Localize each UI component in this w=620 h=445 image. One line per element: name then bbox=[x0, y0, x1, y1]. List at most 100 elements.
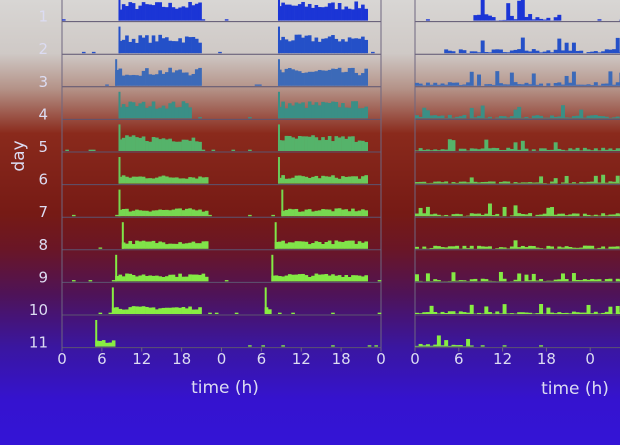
activity-bar bbox=[118, 274, 123, 282]
activity-bar bbox=[344, 176, 349, 184]
activity-bar bbox=[484, 117, 489, 119]
activity-bar bbox=[561, 84, 565, 86]
activity-bar bbox=[451, 51, 456, 54]
activity-bar bbox=[539, 248, 544, 249]
activity-bar bbox=[125, 106, 129, 119]
activity-bar bbox=[307, 209, 312, 217]
activity-bar bbox=[520, 214, 525, 217]
activity-bar bbox=[498, 181, 503, 184]
activity-bar bbox=[331, 274, 335, 282]
activity-bar bbox=[141, 240, 146, 249]
activity-bar bbox=[517, 84, 522, 86]
activity-bar bbox=[188, 1, 192, 21]
activity-bar bbox=[361, 140, 365, 151]
activity-bar bbox=[444, 49, 449, 54]
activity-bar bbox=[307, 136, 312, 151]
day-row-2 bbox=[81, 26, 375, 54]
activity-bar bbox=[171, 307, 176, 314]
activity-bar bbox=[575, 247, 580, 249]
activity-bar bbox=[535, 115, 540, 119]
activity-bar bbox=[354, 38, 359, 54]
activity-bar bbox=[188, 208, 192, 217]
day-label: 3 bbox=[38, 73, 48, 91]
activity-bar bbox=[324, 274, 329, 282]
activity-bar bbox=[168, 243, 172, 249]
activity-bar bbox=[284, 68, 289, 86]
activity-bar bbox=[284, 178, 289, 184]
activity-bar bbox=[201, 241, 206, 249]
activity-bar bbox=[557, 38, 562, 54]
activity-bar bbox=[287, 135, 292, 151]
activity-bar bbox=[248, 214, 252, 217]
activity-bar bbox=[561, 149, 565, 151]
activity-bar bbox=[344, 41, 349, 54]
activity-bar bbox=[604, 279, 609, 282]
day-row-7 bbox=[415, 203, 620, 217]
onset-bar bbox=[277, 0, 280, 21]
activity-bar bbox=[364, 8, 369, 21]
activity-bar bbox=[436, 246, 441, 249]
activity-bar bbox=[201, 149, 206, 151]
activity-bar bbox=[615, 278, 620, 282]
activity-bar bbox=[158, 276, 162, 282]
activity-bar bbox=[590, 313, 595, 314]
activity-bar bbox=[477, 182, 481, 184]
activity-bar bbox=[539, 52, 544, 54]
activity-bar bbox=[458, 214, 463, 217]
activity-bar bbox=[477, 149, 481, 151]
activity-bar bbox=[138, 176, 143, 184]
activity-bar bbox=[480, 148, 485, 151]
activity-bar bbox=[575, 84, 580, 86]
activity-bar bbox=[151, 5, 156, 21]
activity-bar bbox=[201, 273, 206, 282]
activity-bar bbox=[181, 42, 186, 54]
activity-bar bbox=[579, 50, 584, 54]
activity-bar bbox=[455, 116, 460, 119]
activity-bar bbox=[201, 177, 206, 184]
activity-bar bbox=[344, 240, 349, 249]
activity-bar bbox=[317, 7, 322, 21]
activity-bar bbox=[128, 240, 133, 249]
activity-bar bbox=[151, 101, 156, 119]
activity-bar bbox=[168, 67, 172, 86]
activity-bar bbox=[557, 246, 562, 249]
activity-bar bbox=[513, 49, 518, 54]
activity-bar bbox=[488, 148, 492, 151]
activity-bar bbox=[307, 35, 312, 54]
activity-bar bbox=[477, 14, 481, 21]
activity-bar bbox=[480, 0, 485, 21]
day-row-6 bbox=[118, 157, 369, 184]
activity-bar bbox=[128, 307, 133, 314]
activity-bar bbox=[531, 19, 536, 21]
activity-bar bbox=[121, 309, 126, 314]
activity-bar bbox=[568, 214, 573, 217]
activity-bar bbox=[571, 42, 576, 54]
activity-bar bbox=[531, 182, 536, 184]
onset-bar bbox=[118, 26, 121, 54]
activity-bar bbox=[357, 38, 362, 54]
activity-bar bbox=[184, 139, 189, 151]
activity-bar bbox=[477, 52, 481, 54]
activity-bar bbox=[161, 38, 166, 54]
activity-bar bbox=[135, 75, 139, 86]
activity-bar bbox=[284, 108, 289, 119]
activity-bar bbox=[307, 101, 312, 119]
activity-bar bbox=[374, 345, 378, 347]
activity-bar bbox=[557, 116, 562, 119]
activity-bar bbox=[204, 276, 209, 282]
activity-bar bbox=[531, 115, 536, 119]
activity-bar bbox=[277, 276, 282, 282]
day-row-3 bbox=[105, 59, 369, 86]
activity-bar bbox=[218, 51, 222, 54]
activity-bar bbox=[178, 107, 182, 119]
activity-bar bbox=[161, 175, 166, 184]
x-tick-label: 6 bbox=[257, 350, 267, 368]
activity-bar bbox=[571, 273, 576, 282]
activity-bar bbox=[131, 102, 136, 119]
activity-bar bbox=[535, 182, 540, 184]
activity-bar bbox=[341, 9, 345, 21]
activity-bar bbox=[535, 214, 540, 217]
activity-bar bbox=[158, 107, 162, 119]
activity-bar bbox=[509, 15, 514, 21]
activity-bar bbox=[364, 241, 369, 249]
